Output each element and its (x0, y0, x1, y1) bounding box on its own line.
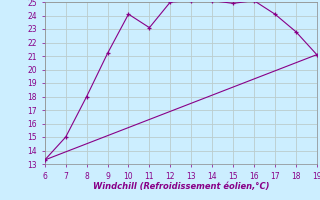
X-axis label: Windchill (Refroidissement éolien,°C): Windchill (Refroidissement éolien,°C) (92, 182, 269, 191)
